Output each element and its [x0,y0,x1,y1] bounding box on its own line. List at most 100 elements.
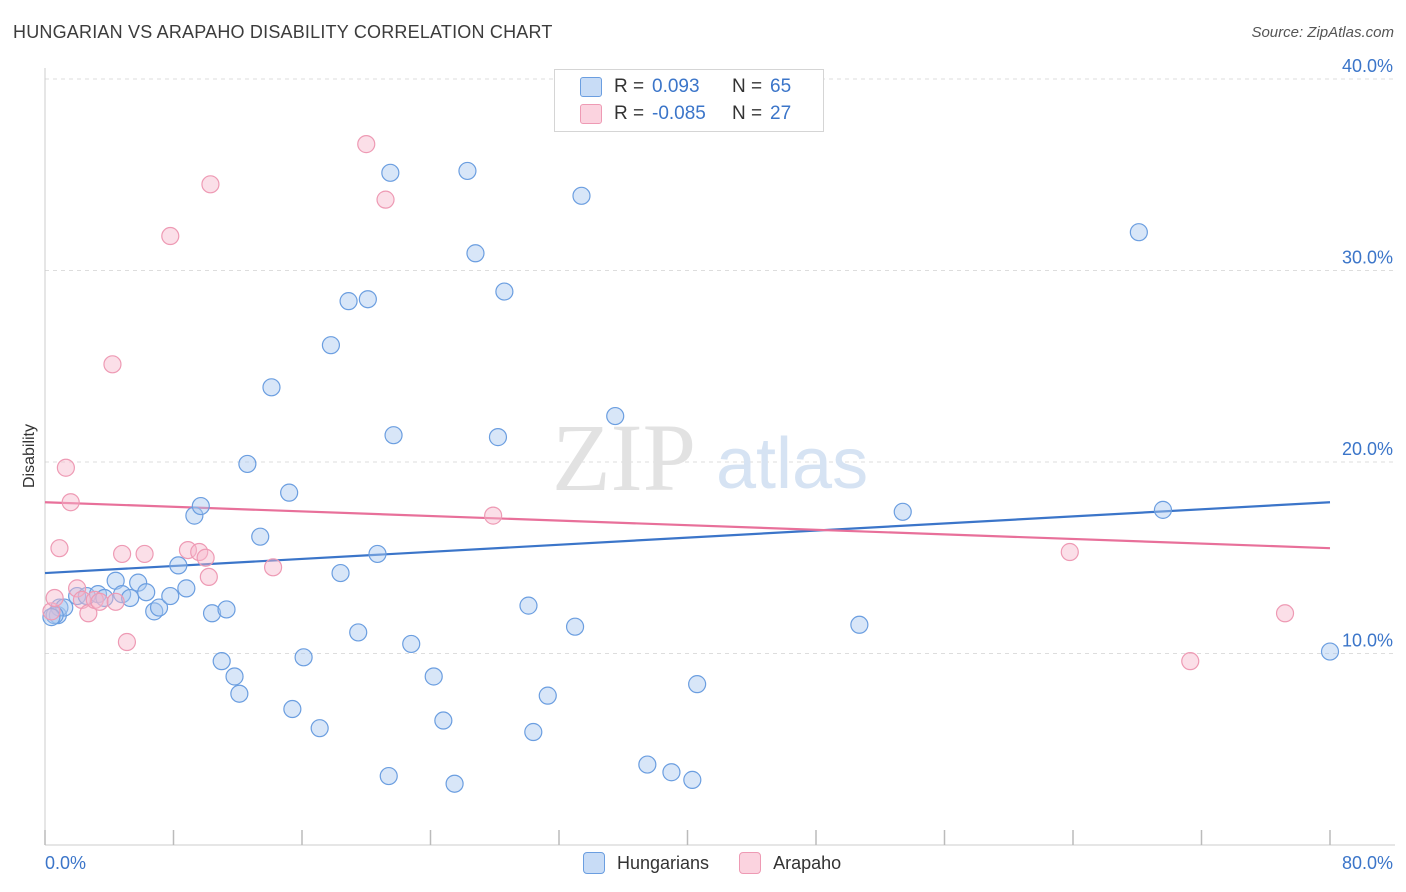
arapaho-point [90,592,109,611]
hungarian-point [262,378,281,397]
hungarian-point [565,617,585,636]
hungarian-point [169,556,188,575]
hungarian-point [185,506,204,525]
hungarian-point [402,634,421,654]
legend-r-value: 0.093 [652,76,700,97]
y-tick-label: 20.0% [1342,439,1393,459]
hungarian-point [572,186,591,205]
legend-swatch-arapaho [739,852,762,874]
legend-label-arapaho: Arapaho [773,852,842,873]
hungarian-point [212,652,231,671]
hungarian-point [458,161,477,181]
legend-r-label: R = [614,76,645,97]
axes [44,68,1395,846]
hungarian-point [225,667,244,686]
legend-row-hungarians: R = 0.093 N = 65 [580,75,791,99]
y-tick-label: 40.0% [1342,56,1393,76]
hungarian-point [202,604,222,623]
hungarian-trend-line [44,501,1331,575]
stats-legend: R = 0.093 N = 65 R = -0.085 N = 27 [554,69,824,132]
arapaho-trend-line [44,501,1331,550]
arapaho-point [263,558,283,577]
hungarian-point [191,496,210,516]
y-tick-label: 30.0% [1342,248,1393,268]
hungarian-point [349,623,368,642]
arapaho-point [1060,542,1079,562]
hungarian-point [524,722,543,742]
hungarian-point [339,292,358,311]
hungarian-point [381,163,400,182]
x-tick-label: 80.0% [1342,853,1393,873]
y-tick-label: 10.0% [1342,631,1393,651]
arapaho-point [42,602,61,621]
legend-n-label: N = [732,76,763,97]
hungarian-point [177,579,196,598]
y-tick-labels: 10.0% 20.0% 30.0% 40.0% [1342,56,1393,651]
hungarian-point [1320,642,1340,661]
watermark-zip: ZIP [552,404,696,511]
hungarian-point [294,648,313,667]
arapaho-point [68,579,87,598]
hungarian-point [238,454,257,474]
legend-r-value: -0.085 [652,103,706,124]
hungarian-point [251,527,270,546]
hungarian-point [217,600,236,619]
hungarian-point [280,483,299,502]
hungarian-point [368,544,387,564]
hungarian-point [662,763,681,782]
hungarian-point [893,502,912,521]
hungarian-point [331,563,350,583]
arapaho-point [196,548,215,567]
arapaho-point [117,632,137,652]
hungarian-point [42,608,61,627]
arapaho-point [61,493,80,512]
y-axis-label: Disability [21,424,38,488]
hungarian-point [310,719,329,738]
hungarian-point [384,426,403,445]
hungarian-point [358,290,377,309]
data-points [42,135,1340,793]
arapaho-point [1275,604,1295,623]
legend-r-label: R = [614,103,645,124]
arapaho-point [1181,652,1200,671]
arapaho-point [50,539,69,558]
arapaho-point [178,540,198,560]
arapaho-point [201,175,220,194]
hungarian-point [121,588,140,608]
trend-lines [44,501,1331,575]
arapaho-point [484,506,503,525]
hungarian-point [149,598,169,617]
legend-swatch-hungarians [583,852,605,874]
hungarian-point [606,406,625,426]
legend-n-value: 27 [770,103,792,124]
chart-title: HUNGARIAN VS ARAPAHO DISABILITY CORRELAT… [13,22,553,42]
hungarian-point [230,684,249,703]
arapaho-point [199,567,218,587]
arapaho-point [103,355,122,374]
series-legend: Hungarians Arapaho [583,852,871,874]
arapaho-point [161,226,180,246]
hungarian-point [424,667,443,686]
hungarian-point [1129,223,1148,242]
arapaho-point [106,592,125,611]
hungarian-point [538,686,557,705]
hungarian-point [161,586,180,606]
hungarian-point [379,766,398,786]
hungarian-point [321,336,341,355]
hungarian-point [638,755,657,774]
legend-row-arapaho: R = -0.085 N = 27 [580,102,791,126]
arapaho-point [112,544,132,564]
hungarian-point [434,711,453,730]
watermark: ZIP atlas [552,404,868,511]
hungarian-point [137,583,156,602]
hungarian-point [1153,500,1173,519]
legend-label-hungarians: Hungarians [617,852,710,873]
arapaho-point [135,544,154,564]
arapaho-point [45,588,64,608]
hungarian-point [850,615,869,634]
hungarian-point [683,770,702,789]
watermark-atlas: atlas [716,424,868,504]
hungarian-point [495,282,514,301]
hungarian-point [519,596,538,615]
